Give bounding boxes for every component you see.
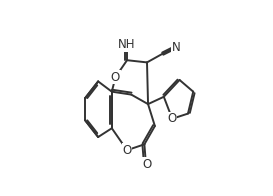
Text: NH: NH (118, 38, 136, 51)
Text: O: O (168, 112, 177, 125)
Text: O: O (111, 71, 120, 83)
Text: N: N (171, 41, 180, 54)
Text: O: O (142, 158, 151, 171)
Text: O: O (122, 144, 132, 157)
